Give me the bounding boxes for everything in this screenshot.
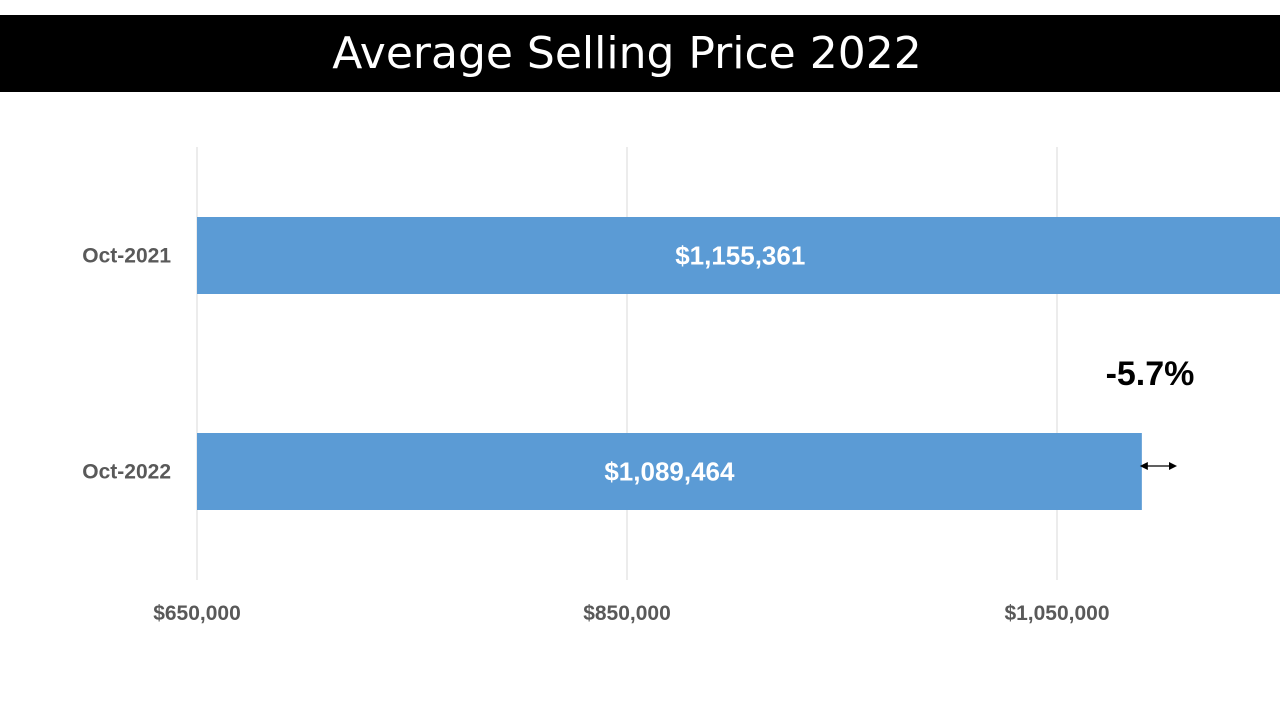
x-tick-label: $850,000 xyxy=(583,602,671,625)
x-tick-label: $1,050,000 xyxy=(1004,602,1109,625)
data-labels: $1,155,361 $1,089,464 xyxy=(604,241,805,487)
arrow-head-right-icon xyxy=(1169,462,1177,470)
gridlines xyxy=(196,147,1058,580)
data-label: $1,089,464 xyxy=(604,457,735,487)
bar-oct-2022 xyxy=(197,433,1142,510)
category-label: Oct-2022 xyxy=(82,461,171,484)
x-axis-tick-labels: $650,000 $850,000 $1,050,000 xyxy=(153,602,1109,625)
bars xyxy=(197,217,1280,510)
change-annotation: -5.7% xyxy=(1106,355,1195,470)
title-bar: Average Selling Price 2022 xyxy=(0,15,1280,92)
x-tick-label: $650,000 xyxy=(153,602,241,625)
chart-title: Average Selling Price 2022 xyxy=(332,28,922,79)
change-percent-label: -5.7% xyxy=(1106,355,1195,393)
category-label: Oct-2021 xyxy=(82,245,171,268)
bar-oct-2021 xyxy=(197,217,1280,294)
data-label: $1,155,361 xyxy=(675,241,805,271)
category-labels: Oct-2021 Oct-2022 xyxy=(82,245,171,484)
arrow-head-left-icon xyxy=(1139,462,1148,470)
